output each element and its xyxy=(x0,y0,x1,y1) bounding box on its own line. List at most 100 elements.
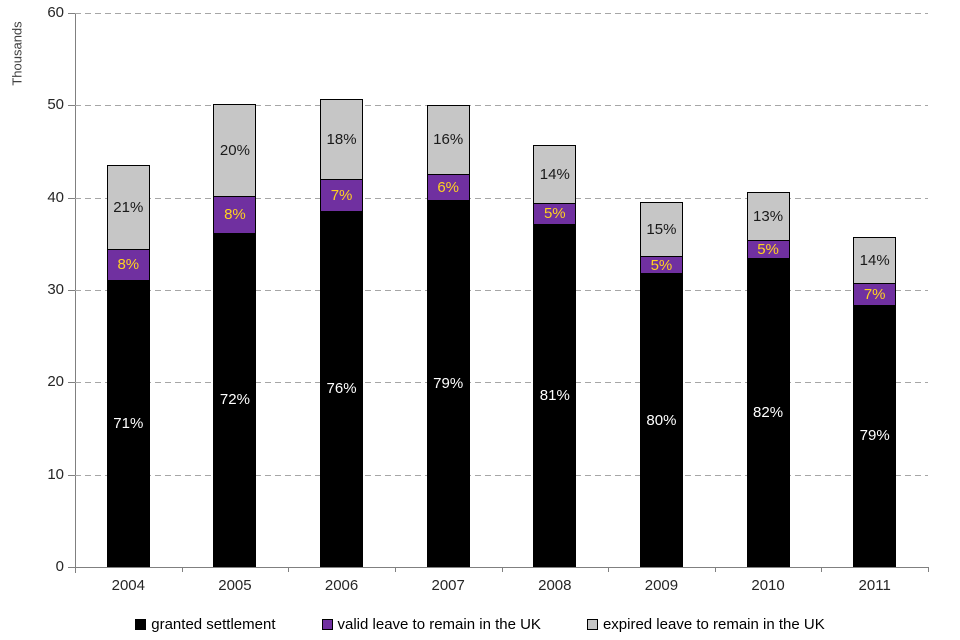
bar-segment-label: 6% xyxy=(437,179,460,197)
bar-segment-granted-settlement: 79% xyxy=(853,304,897,567)
y-axis-tick-label: 30 xyxy=(47,281,64,298)
bar-segment-label: 76% xyxy=(326,380,357,398)
y-axis-tick-mark xyxy=(68,474,75,476)
bar-segment-label: 15% xyxy=(646,220,677,238)
x-axis-tick-mark xyxy=(928,567,929,572)
bar-segment-granted-settlement: 81% xyxy=(533,223,577,567)
bar-segment-label: 81% xyxy=(539,386,570,404)
bar-segment-label: 5% xyxy=(757,240,779,258)
bar-segment-valid-leave-to-remain-in-the-UK: 5% xyxy=(533,203,577,225)
bar-segment-granted-settlement: 79% xyxy=(426,200,470,567)
bar-segment-label: 7% xyxy=(863,285,886,303)
y-axis-tick-label: 50 xyxy=(47,96,64,114)
bar-segment-label: 80% xyxy=(646,411,677,429)
legend-swatch xyxy=(321,619,333,630)
x-axis-tick-mark xyxy=(75,567,76,572)
bar-segment-valid-leave-to-remain-in-the-UK: 8% xyxy=(213,195,257,234)
x-axis-tick-mark xyxy=(394,567,396,572)
x-axis-category-label: 2007 xyxy=(431,577,465,594)
bar-segment-expired-leave-to-remain-in-the-UK: 15% xyxy=(639,201,683,257)
y-axis-tick-label: 10 xyxy=(47,465,64,483)
bar-segment-label: 8% xyxy=(117,256,140,274)
legend-item: valid leave to remain in the UK xyxy=(321,616,541,633)
x-axis-category-label: 2009 xyxy=(644,577,679,594)
bar-segment-granted-settlement: 80% xyxy=(639,273,683,567)
bar-segment-label: 79% xyxy=(433,375,464,393)
gridline xyxy=(75,13,928,14)
bar-segment-label: 5% xyxy=(650,256,673,274)
bar-segment-valid-leave-to-remain-in-the-UK: 6% xyxy=(426,173,470,202)
y-axis-tick-mark xyxy=(68,105,75,107)
bar-segment-valid-leave-to-remain-in-the-UK: 7% xyxy=(853,282,897,306)
bar-segment-granted-settlement: 76% xyxy=(320,210,364,567)
y-axis-title: Thousands xyxy=(9,21,25,86)
x-axis-category-labels: 2004 2005 2006 2007 2008 2009 2010 2011 xyxy=(0,577,960,597)
y-axis-tick-label: 0 xyxy=(55,558,64,575)
legend-item: expired leave to remain in the UK xyxy=(586,616,825,633)
x-axis-tick-mark xyxy=(821,567,823,572)
legend-label: valid leave to remain in the UK xyxy=(337,616,541,633)
legend-swatch xyxy=(586,619,598,630)
y-axis-tick-label: 60 xyxy=(47,4,64,21)
x-axis-tick-mark xyxy=(181,567,183,572)
bar-segment-label: 18% xyxy=(326,131,357,149)
x-axis-category-label: 2004 xyxy=(111,577,145,594)
bar-segment-label: 72% xyxy=(219,391,250,409)
y-axis-tick-label: 40 xyxy=(47,188,64,206)
bar-segment-expired-leave-to-remain-in-the-UK: 16% xyxy=(426,104,470,175)
x-axis-tick-mark xyxy=(714,567,716,572)
bar-segment-label: 7% xyxy=(330,186,353,204)
y-axis-tick-mark xyxy=(68,567,75,568)
bar-segment-granted-settlement: 71% xyxy=(106,279,150,567)
bar-segment-expired-leave-to-remain-in-the-UK: 14% xyxy=(533,145,577,205)
y-axis-tick-mark xyxy=(68,13,75,14)
bar-segment-label: 13% xyxy=(753,208,784,226)
bar-segment-label: 14% xyxy=(859,251,890,269)
x-axis-category-label: 2011 xyxy=(858,577,891,594)
y-axis-tick-mark xyxy=(68,290,75,291)
x-axis-category-label: 2008 xyxy=(538,577,572,594)
bar-segment-valid-leave-to-remain-in-the-UK: 5% xyxy=(639,255,683,275)
bar-segment-expired-leave-to-remain-in-the-UK: 20% xyxy=(213,103,257,197)
bar-segment-granted-settlement: 82% xyxy=(746,257,790,567)
x-axis-category-label: 2010 xyxy=(751,577,785,594)
y-axis-tick-mark xyxy=(68,382,75,384)
bar-segment-label: 21% xyxy=(113,198,144,216)
bar-segment-label: 5% xyxy=(543,205,566,223)
bar-segment-expired-leave-to-remain-in-the-UK: 18% xyxy=(320,99,364,181)
gridline xyxy=(75,474,928,476)
x-axis-tick-mark xyxy=(608,567,610,572)
y-axis-tick-mark xyxy=(68,197,75,199)
bar-segment-label: 14% xyxy=(539,166,570,184)
x-axis-category-label: 2005 xyxy=(218,577,252,594)
legend-label: granted settlement xyxy=(151,616,276,633)
x-axis-tick-mark xyxy=(501,567,503,572)
gridline xyxy=(75,105,928,107)
bar-segment-valid-leave-to-remain-in-the-UK: 8% xyxy=(106,248,150,281)
gridline xyxy=(75,197,928,199)
y-axis-line xyxy=(75,13,76,573)
bar-segment-expired-leave-to-remain-in-the-UK: 13% xyxy=(746,192,790,242)
gridline xyxy=(75,382,928,384)
legend: granted settlement valid leave to remain … xyxy=(0,616,960,633)
x-axis-category-label: 2006 xyxy=(324,577,359,594)
x-axis-tick-mark xyxy=(288,567,290,572)
bar-segment-label: 16% xyxy=(433,131,464,149)
legend-label: expired leave to remain in the UK xyxy=(602,616,825,633)
bar-segment-label: 79% xyxy=(859,427,890,445)
bar-segment-label: 82% xyxy=(753,403,784,421)
y-axis-tick-label: 20 xyxy=(47,373,64,391)
gridline xyxy=(75,290,928,291)
legend-item: granted settlement xyxy=(135,616,276,633)
bar-segment-label: 20% xyxy=(219,141,250,159)
bar-segment-expired-leave-to-remain-in-the-UK: 14% xyxy=(853,236,897,284)
bar-segment-valid-leave-to-remain-in-the-UK: 5% xyxy=(746,240,790,259)
legend-swatch xyxy=(135,619,147,630)
plot-area: 71% 8% 21% 72% 8% 20% 76% 7% 18% 79% 6% 16% 81% 5% 14%… xyxy=(75,13,928,567)
bar-segment-granted-settlement: 72% xyxy=(213,232,257,567)
bar-segment-valid-leave-to-remain-in-the-UK: 7% xyxy=(320,179,364,212)
bar-segment-label: 71% xyxy=(113,414,144,432)
bar-segment-expired-leave-to-remain-in-the-UK: 21% xyxy=(106,164,150,250)
bar-segment-label: 8% xyxy=(224,206,246,224)
